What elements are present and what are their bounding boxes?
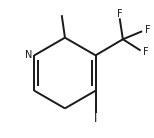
- Text: I: I: [94, 112, 97, 125]
- Text: F: F: [143, 47, 148, 57]
- Text: N: N: [25, 50, 32, 60]
- Text: F: F: [117, 9, 122, 19]
- Text: F: F: [145, 25, 150, 35]
